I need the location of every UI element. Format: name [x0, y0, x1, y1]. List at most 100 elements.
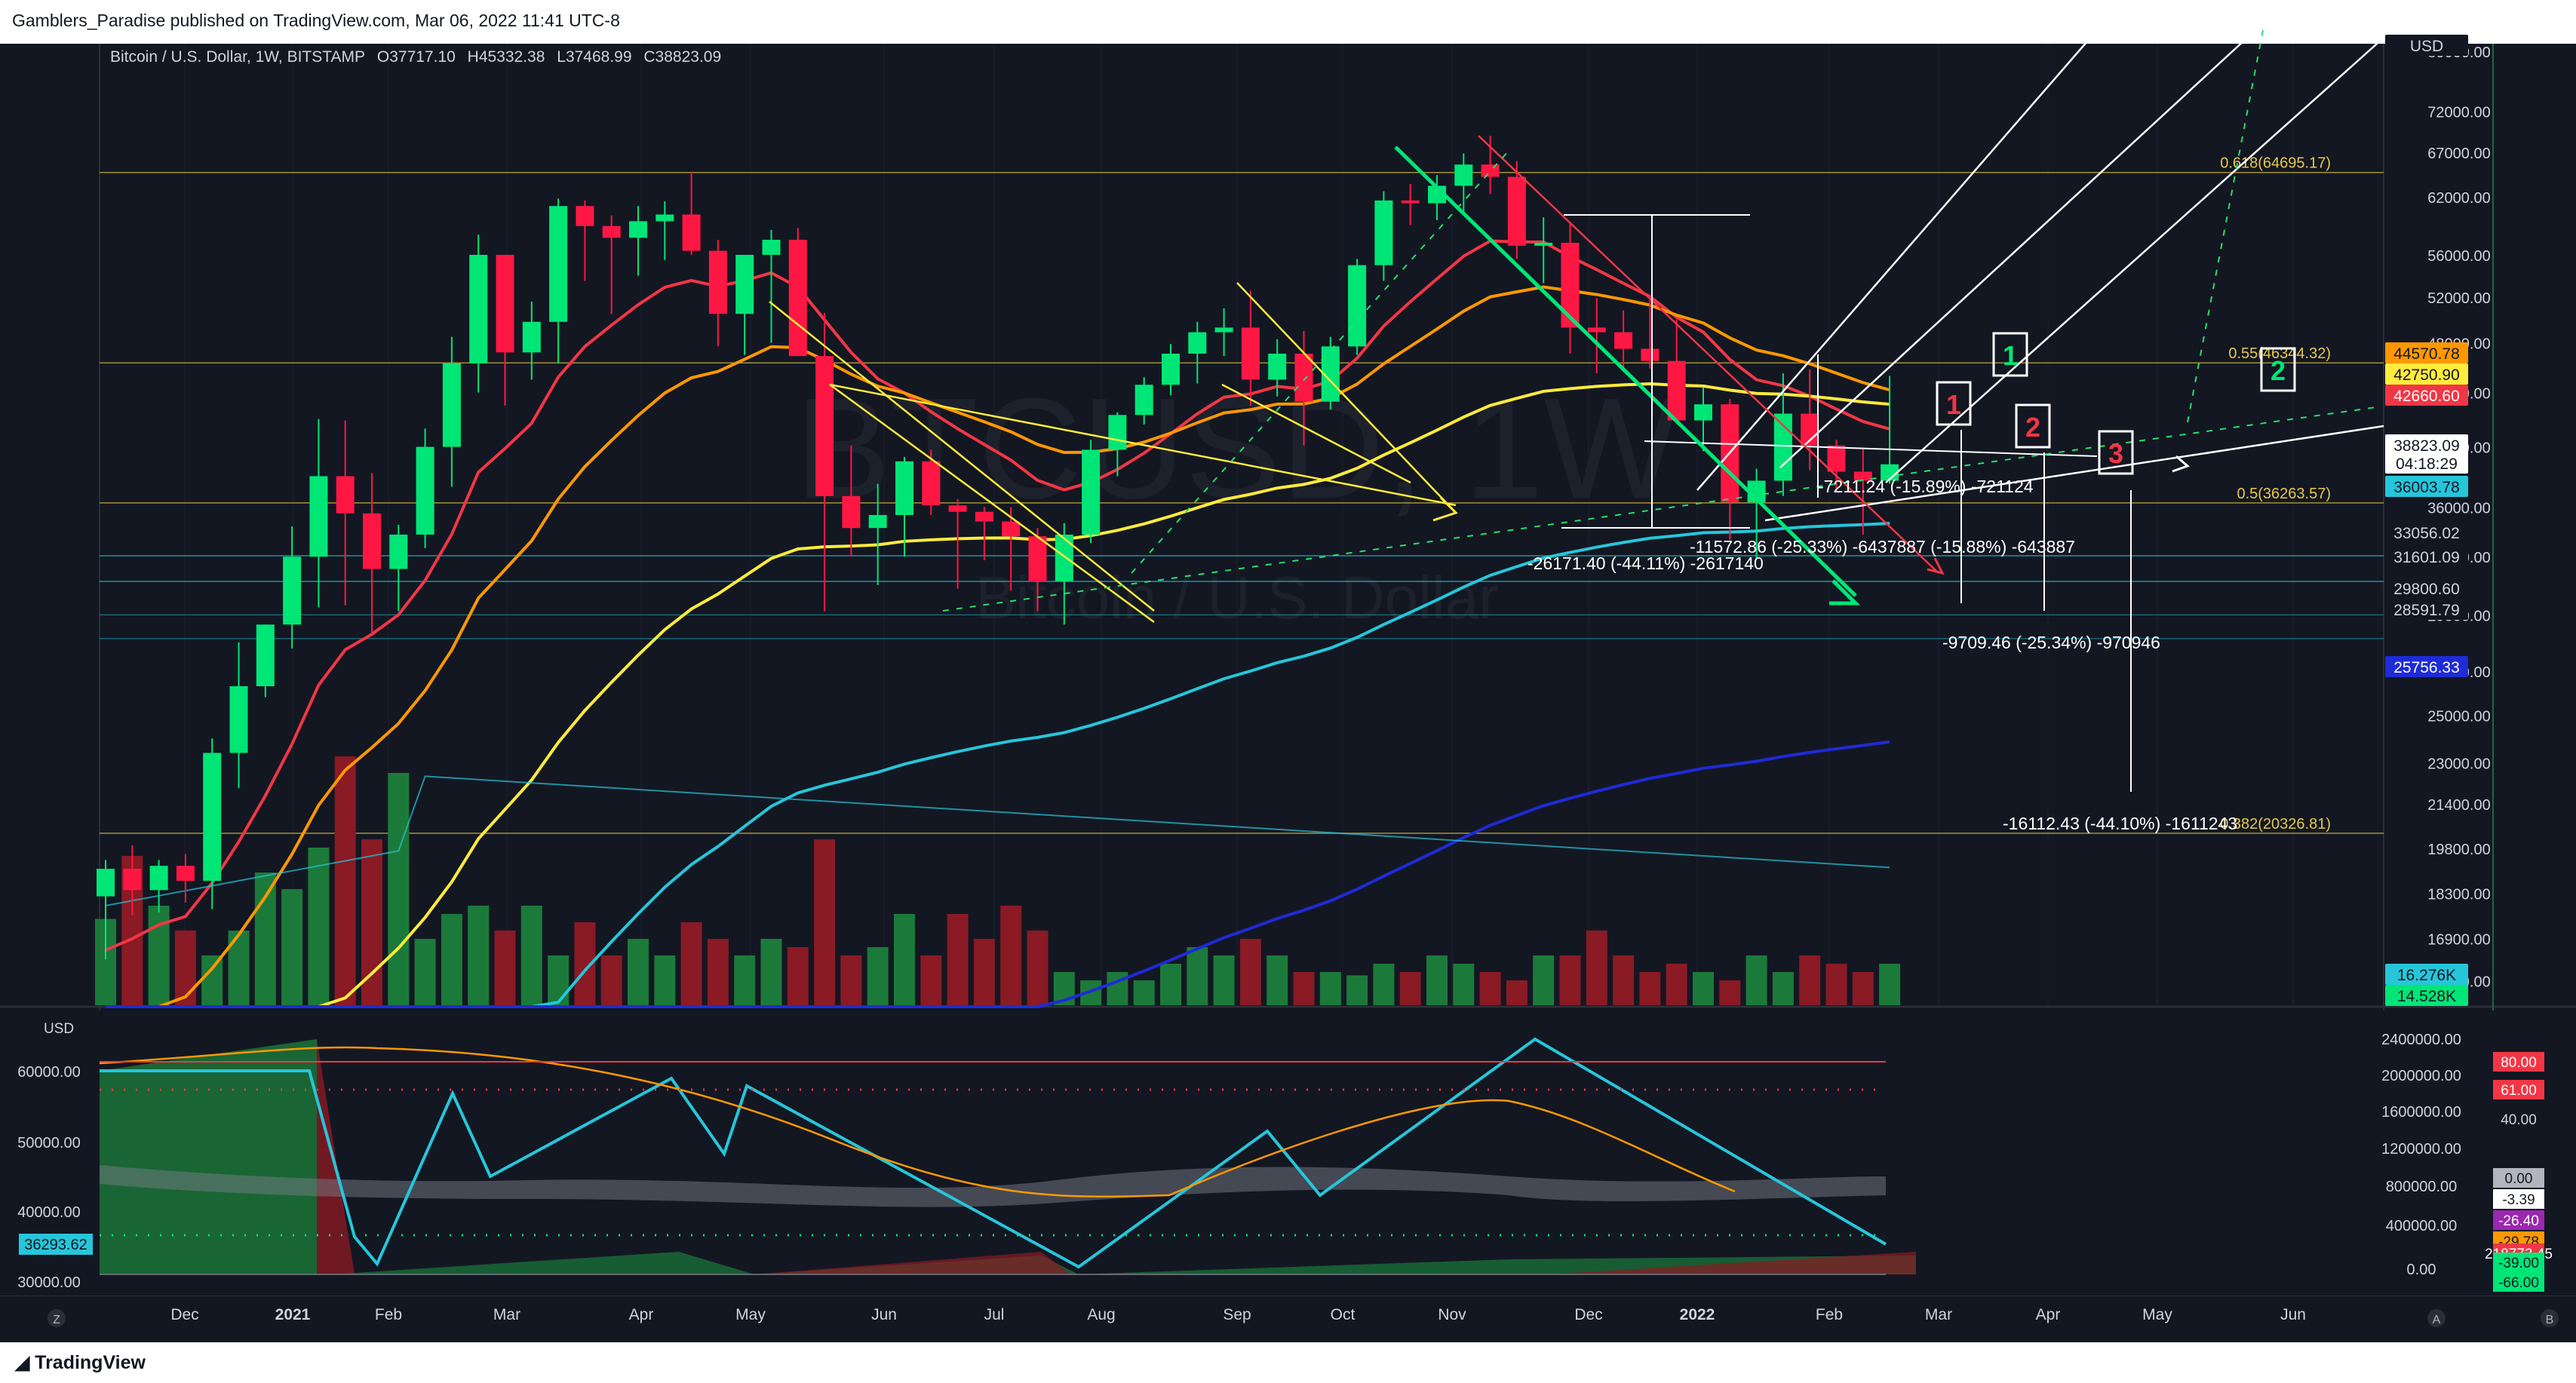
price-badge-12 [2385, 964, 2468, 985]
volume-bar [840, 955, 862, 1005]
volume-bar [1160, 964, 1181, 1005]
candle-body [1294, 353, 1313, 402]
candle-body [203, 753, 222, 882]
candle-body [1162, 353, 1180, 385]
oscillator-line [100, 1037, 1887, 1269]
auto-button-label: A [2433, 1314, 2441, 1326]
price-badge-7 [2385, 522, 2468, 543]
volume-bar [1027, 931, 1049, 1005]
price-badge-6 [2385, 476, 2468, 497]
indicator-pane [0, 1010, 2576, 1296]
symbol-legend: Bitcoin / U.S. Dollar, 1W, BITSTAMP O377… [110, 48, 729, 66]
price-badge-text-12: 16.276K [2397, 967, 2456, 984]
volume-bar [628, 939, 649, 1005]
volume-bar [947, 914, 969, 1005]
volume-bar [973, 939, 995, 1005]
volume-bar [894, 914, 915, 1005]
price-badge-text-11: 25756.33 [2393, 659, 2460, 676]
volume-bar [1693, 972, 1714, 1005]
wave-label-3: 2 [2025, 412, 2040, 443]
volume-bar [1399, 972, 1421, 1005]
price-badge-3 [2385, 385, 2468, 406]
x-tick-4: Apr [629, 1306, 654, 1323]
x-tick-15: Mar [1925, 1306, 1952, 1323]
candles [97, 135, 1899, 960]
lower-left-badge-text: 36293.62 [24, 1237, 87, 1253]
publish-info: Gamblers_Paradise published on TradingVi… [12, 11, 620, 30]
candle-body [1853, 471, 1872, 481]
arrow-head-yellow [1432, 496, 1458, 522]
volume-bar [787, 947, 809, 1005]
candle-body [656, 214, 674, 222]
candle-body [735, 254, 754, 314]
candle-body [948, 505, 967, 512]
lower-right-tick-5: 400000.00 [2386, 1218, 2458, 1234]
price-badge-1 [2385, 342, 2468, 363]
candle-body [1401, 200, 1420, 204]
wave-box-2 [1936, 381, 1972, 426]
volume-bar [1852, 972, 1874, 1005]
wave-label-1: 2 [2271, 355, 2286, 386]
y-tick-3: 62000.00 [2427, 190, 2490, 207]
indicator-badge-text-8: -39.00 [2498, 1256, 2539, 1271]
zoom-button [48, 1309, 66, 1327]
candle-body [1002, 521, 1021, 537]
candle-body [708, 250, 727, 314]
y-tick-18: 16900.00 [2427, 932, 2490, 949]
y-tick-14: 23000.00 [2427, 756, 2490, 772]
indicator-badge-text-4: -3.39 [2502, 1192, 2535, 1208]
volume-bar [1293, 972, 1315, 1005]
volume-bar [600, 955, 622, 1005]
x-tick-18: Jun [2280, 1306, 2306, 1323]
auto-button [2427, 1309, 2446, 1327]
trend-line-9 [829, 383, 1155, 624]
price-badge-text-8: 31601.09 [2393, 549, 2460, 566]
candle-body [1827, 445, 1846, 472]
candle-body [229, 685, 248, 753]
candle-body [363, 513, 381, 569]
candle-body [123, 869, 142, 891]
volume-bar [520, 906, 542, 1005]
candle-body [1667, 360, 1686, 421]
candle-body [788, 239, 807, 357]
candle-body [1082, 449, 1101, 535]
indicator-badge-text-5: -26.40 [2498, 1213, 2539, 1229]
volume-bar [441, 914, 462, 1005]
candle-body [842, 495, 861, 529]
indicator-green-low [332, 1252, 1916, 1274]
volume-bar [1745, 955, 1767, 1005]
measure-label-4: -16112.43 (-44.10%) -1611243 [2003, 814, 2237, 833]
volume-bar [148, 906, 170, 1005]
candle-body [1481, 164, 1500, 177]
lower-right-tick-2: 1600000.00 [2381, 1104, 2461, 1121]
volume-bar [1586, 931, 1607, 1005]
x-tick-5: May [735, 1306, 766, 1323]
price-badge-8 [2385, 546, 2468, 567]
price-badge-13 [2385, 985, 2468, 1006]
candle-body [256, 624, 275, 686]
candle-body [283, 557, 302, 625]
candle-body [762, 239, 781, 255]
volume-bar [814, 839, 836, 1005]
candle-body [1241, 327, 1260, 380]
y-tick-15: 21400.00 [2427, 797, 2490, 814]
trend-line-11 [1478, 135, 1939, 574]
wave-box-1 [2260, 347, 2296, 392]
x-tick-10: Oct [1331, 1306, 1356, 1323]
trend-line-4 [1644, 440, 2098, 457]
y-tick-5: 52000.00 [2427, 290, 2490, 307]
x-tick-14: Feb [1816, 1306, 1843, 1323]
candle-body [1773, 413, 1792, 481]
price-badge-text-0: USD [2410, 38, 2443, 55]
log-button [2541, 1309, 2559, 1327]
x-tick-1: 2021 [275, 1306, 311, 1323]
ohlc-high: H45332.38 [467, 48, 545, 66]
candle-body [922, 461, 941, 506]
candle-body [1374, 200, 1393, 265]
volume-bar [1666, 964, 1687, 1005]
indicator-badge-1 [2493, 1080, 2544, 1099]
price-badge-text-6: 36003.78 [2393, 479, 2460, 496]
y-tick-9: 36000.00 [2427, 500, 2490, 517]
volume-bar [1799, 955, 1821, 1005]
